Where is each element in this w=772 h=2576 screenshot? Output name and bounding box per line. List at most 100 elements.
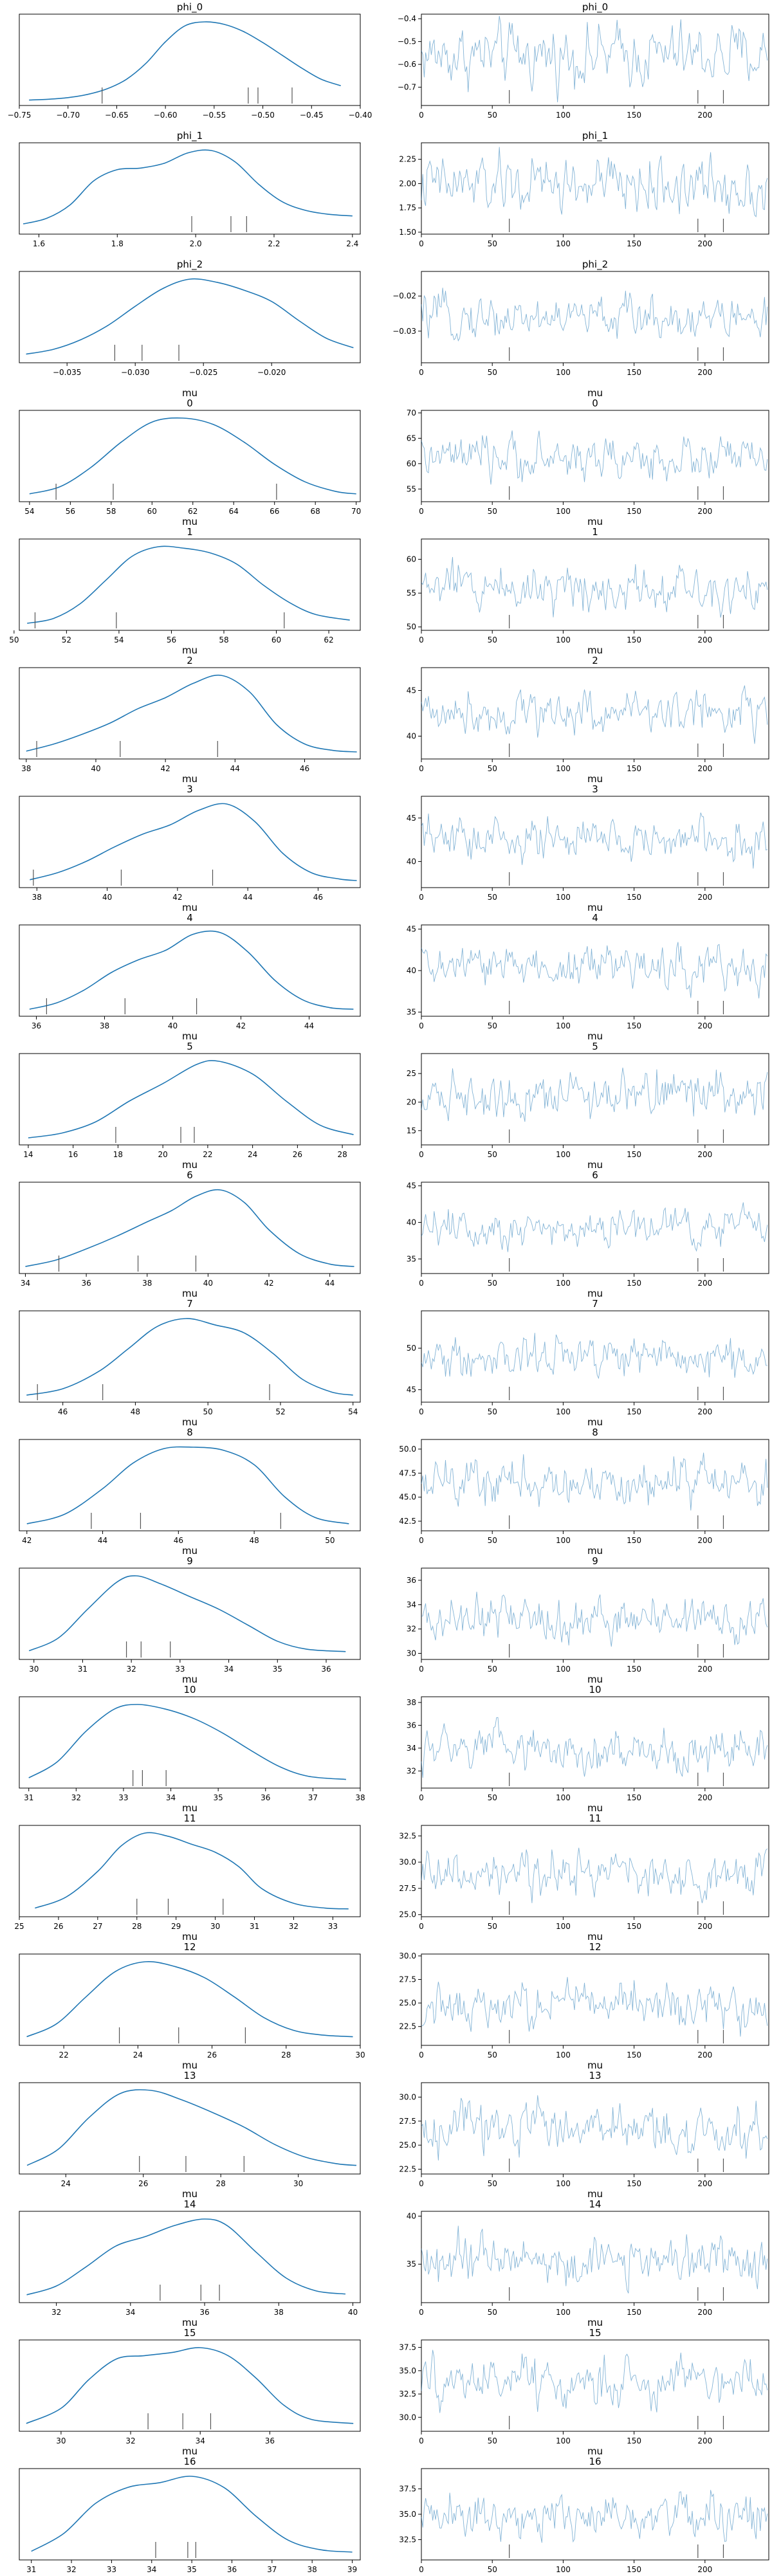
trace-ytick-label: 40 [407, 966, 416, 975]
trace-title-mu-10-line-0: mu [587, 1674, 603, 1685]
trace-ytick-label: 40 [407, 1218, 416, 1227]
kde-xtick-label: 42 [236, 1021, 246, 1030]
kde-axes-mu-16: 31 32 33 34 35 36 37 38 39 [19, 2468, 361, 2574]
trace-xtick-label: 50 [488, 764, 497, 773]
trace-title-mu-8-line-0: mu [587, 1416, 603, 1428]
trace-xtick-label: 100 [556, 635, 571, 644]
trace-frame [421, 142, 769, 235]
kde-xtick-label: 33 [175, 1665, 185, 1674]
trace-xtick-label: 200 [697, 239, 712, 248]
kde-xtick-label: 31 [78, 1665, 87, 1674]
kde-title-mu-9-line-1: 9 [187, 1555, 193, 1567]
kde-axes-mu-3: 38 40 42 44 46 [19, 796, 361, 902]
kde-axes-mu-6: 34 36 38 40 42 44 [19, 1182, 361, 1288]
trace-xtick-label: 200 [697, 1922, 712, 1931]
kde-xtick-label: 34 [21, 1279, 30, 1288]
kde-xtick-label: 35 [187, 2565, 196, 2573]
trace-axes-mu-10: 0 50 100 150 200 32 34 36 38 [407, 1696, 769, 1802]
trace-xtick-label: 50 [488, 1279, 497, 1288]
trace-xtick-label: 50 [488, 111, 497, 120]
kde-xtick-label: 62 [324, 635, 333, 644]
trace-title-mu-5-line-0: mu [587, 1030, 603, 1042]
trace-ytick-label: 20 [407, 1097, 416, 1106]
kde-title-mu-1-line-1: 1 [187, 526, 193, 538]
trace-frame [421, 796, 769, 888]
kde-axes-mu-5: 14 16 18 20 22 24 26 28 [19, 1053, 361, 1159]
kde-xtick-label: 42 [172, 893, 182, 902]
trace-xtick-label: 150 [627, 1536, 641, 1545]
trace-series-mu-4 [421, 942, 768, 999]
kde-xtick-label: 64 [229, 507, 239, 516]
trace-xtick-label: 50 [488, 1150, 497, 1159]
kde-xtick-label: 44 [304, 1021, 314, 1030]
trace-xtick-label: 200 [697, 1665, 712, 1674]
kde-axes-mu-8: 42 44 46 48 50 [19, 1439, 361, 1545]
trace-title-mu-2-line-0: mu [587, 644, 603, 656]
trace-xtick-label: 150 [627, 635, 641, 644]
trace-title-mu-13-line-1: 13 [589, 2070, 601, 2081]
kde-axes-mu-2: 38 40 42 44 46 [19, 667, 361, 773]
trace-title-mu-7-line-0: mu [587, 1288, 603, 1299]
trace-ytick-label: 34 [407, 1744, 416, 1753]
trace-xtick-label: 200 [697, 507, 712, 516]
kde-frame [19, 796, 361, 888]
trace-xtick-label: 150 [627, 1021, 641, 1030]
trace-ytick-label: 32.5 [399, 2535, 416, 2544]
trace-ytick-label: 2.00 [399, 179, 416, 188]
trace-title-mu-6-line-1: 6 [592, 1169, 598, 1181]
kde-xtick-label: 34 [147, 2565, 156, 2573]
trace-axes-mu-2: 0 50 100 150 200 40 45 [407, 667, 769, 773]
trace-xtick-label: 200 [697, 2051, 712, 2060]
trace-frame [421, 1310, 769, 1403]
kde-xtick-label: 62 [188, 507, 198, 516]
trace-title-mu-13-line-0: mu [587, 2060, 603, 2071]
trace-xtick-label: 0 [419, 2565, 424, 2573]
kde-title-mu-11-line-0: mu [182, 1802, 198, 1814]
trace-ytick-label: −0.6 [398, 60, 416, 69]
kde-xtick-label: 2.0 [190, 239, 202, 248]
trace-series-mu-15 [421, 2350, 768, 2413]
kde-title-mu-12-line-1: 12 [183, 1941, 196, 1953]
trace-ytick-label: 25.0 [399, 1910, 416, 1919]
trace-title-mu-10-line-1: 10 [589, 1684, 601, 1695]
kde-xtick-label: 26 [53, 1922, 63, 1931]
kde-xtick-label: 32 [127, 1665, 136, 1674]
trace-xtick-label: 0 [419, 2051, 424, 2060]
trace-title-mu-15-line-0: mu [587, 2317, 603, 2328]
trace-xtick-label: 150 [627, 1665, 641, 1674]
kde-xtick-label: 60 [147, 507, 157, 516]
kde-xtick-label: 36 [81, 1279, 91, 1288]
trace-ytick-label: 42.5 [399, 1517, 416, 1526]
kde-frame [19, 1310, 361, 1403]
kde-title-mu-1-line-0: mu [182, 516, 198, 527]
kde-xtick-label: 44 [230, 764, 240, 773]
trace-axes-mu-12: 0 50 100 150 200 22.5 25.0 27.5 30.0 [399, 1951, 769, 2060]
kde-title-mu-6-line-1: 6 [187, 1169, 193, 1181]
trace-title-mu-14-line-0: mu [587, 2188, 603, 2200]
kde-xtick-label: 37 [308, 1793, 318, 1802]
trace-xtick-label: 200 [697, 635, 712, 644]
kde-frame [19, 14, 361, 106]
kde-title-mu-16-line-0: mu [182, 2445, 198, 2457]
trace-ytick-label: 27.5 [399, 1975, 416, 1984]
trace-title-mu-7-line-1: 7 [592, 1298, 598, 1310]
trace-xtick-label: 100 [556, 2436, 571, 2445]
trace-axes-mu-6: 0 50 100 150 200 35 40 45 [407, 1182, 769, 1288]
trace-xtick-label: 200 [697, 111, 712, 120]
kde-xtick-label: 32 [66, 2565, 76, 2573]
trace-ytick-label: 32 [407, 1625, 416, 1634]
trace-series-phi_2 [421, 288, 768, 342]
kde-xtick-label: 30 [56, 2436, 66, 2445]
kde-xtick-label: 28 [337, 1150, 347, 1159]
kde-xtick-label: 29 [171, 1922, 181, 1931]
trace-frame [421, 14, 769, 106]
kde-title-mu-7-line-1: 7 [187, 1298, 193, 1310]
kde-xtick-label: 54 [24, 507, 34, 516]
trace-ytick-label: 1.50 [399, 228, 416, 237]
